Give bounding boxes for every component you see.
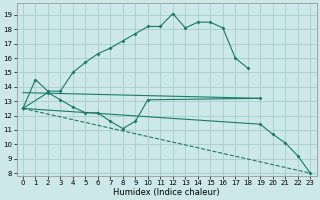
X-axis label: Humidex (Indice chaleur): Humidex (Indice chaleur) bbox=[113, 188, 220, 197]
